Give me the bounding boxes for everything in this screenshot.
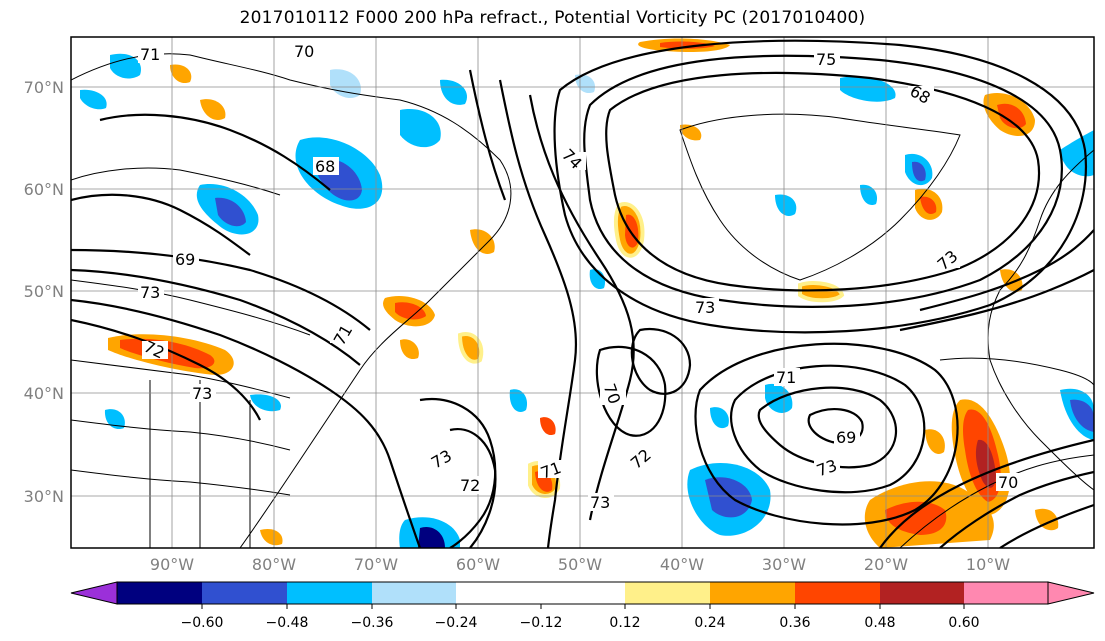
colorbar-tick-label: 0.60	[948, 615, 979, 631]
contour-labels: 71 70 74 75 68 68 69 73 72 73 71 73 73	[138, 42, 1022, 512]
lat-label: 70°N	[24, 78, 64, 97]
contour-label: 68	[315, 157, 335, 176]
contour-label: 72	[460, 476, 480, 495]
contour-label: 73	[140, 283, 160, 302]
colorbar-tick-label: −0.60	[181, 615, 224, 631]
negative-anomaly-patches	[80, 53, 1094, 548]
lat-label: 60°N	[24, 180, 64, 199]
map-title: 2017010112 F000 200 hPa refract., Potent…	[239, 8, 866, 28]
colorbar-segment	[202, 582, 287, 604]
contour-label: 75	[816, 50, 836, 69]
colorbar-tick-label: −0.12	[520, 615, 563, 631]
colorbar-tick-label: 0.36	[779, 615, 810, 631]
colorbar-segment	[456, 582, 541, 604]
colorbar-segment	[795, 582, 880, 604]
refractivity-contours	[71, 39, 1094, 548]
latitude-labels: 70°N 60°N 50°N 40°N 30°N	[24, 78, 64, 506]
contour-label: 73	[192, 384, 212, 403]
colorbar-tick-label: 0.48	[864, 615, 895, 631]
lon-label: 40°W	[660, 555, 704, 574]
lon-label: 90°W	[150, 555, 194, 574]
colorbar: −0.60 −0.48 −0.36 −0.24 −0.12 0.12 0.24 …	[70, 581, 1095, 631]
colorbar-tick-label: −0.36	[351, 615, 394, 631]
lon-label: 50°W	[558, 555, 602, 574]
colorbar-outline	[116, 581, 1049, 605]
colorbar-segment	[880, 582, 964, 604]
lat-label: 50°N	[24, 282, 64, 301]
contour-label: 71	[140, 45, 160, 64]
contour-label: 70	[294, 42, 314, 61]
contour-label: 71	[776, 368, 796, 387]
map-background	[71, 37, 1094, 548]
contour-label: 70	[998, 473, 1018, 492]
lon-label: 70°W	[354, 555, 398, 574]
colorbar-segment	[117, 582, 202, 604]
contour-label: 69	[836, 428, 856, 447]
lon-label: 30°W	[762, 555, 806, 574]
contour-label: 69	[175, 250, 195, 269]
colorbar-segment	[964, 582, 1048, 604]
contour-label: 73	[590, 493, 610, 512]
lat-label: 30°N	[24, 487, 64, 506]
longitude-labels: 90°W 80°W 70°W 60°W 50°W 40°W 30°W 20°W …	[150, 555, 1010, 574]
colorbar-tick-label: 0.24	[694, 615, 725, 631]
colorbar-tick-label: −0.24	[435, 615, 478, 631]
colorbar-segment	[287, 582, 372, 604]
colorbar-high-extension	[1047, 581, 1095, 605]
colorbar-tick-label: 0.12	[609, 615, 640, 631]
colorbar-low-extension	[70, 581, 118, 605]
lon-label: 20°W	[864, 555, 908, 574]
colorbar-tick-label: −0.48	[266, 615, 309, 631]
lon-label: 10°W	[966, 555, 1010, 574]
lon-label: 80°W	[252, 555, 296, 574]
lat-label: 40°N	[24, 384, 64, 403]
contour-label: 73	[695, 298, 715, 317]
colorbar-segment	[372, 582, 456, 604]
colorbar-segment	[625, 582, 710, 604]
map-content: 71 70 74 75 68 68 69 73 72 73 71 73 73	[71, 37, 1094, 548]
coastlines	[71, 53, 1094, 548]
map-frame	[70, 36, 1095, 549]
lon-label: 60°W	[456, 555, 500, 574]
colorbar-segment	[541, 582, 625, 604]
colorbar-segment	[710, 582, 795, 604]
